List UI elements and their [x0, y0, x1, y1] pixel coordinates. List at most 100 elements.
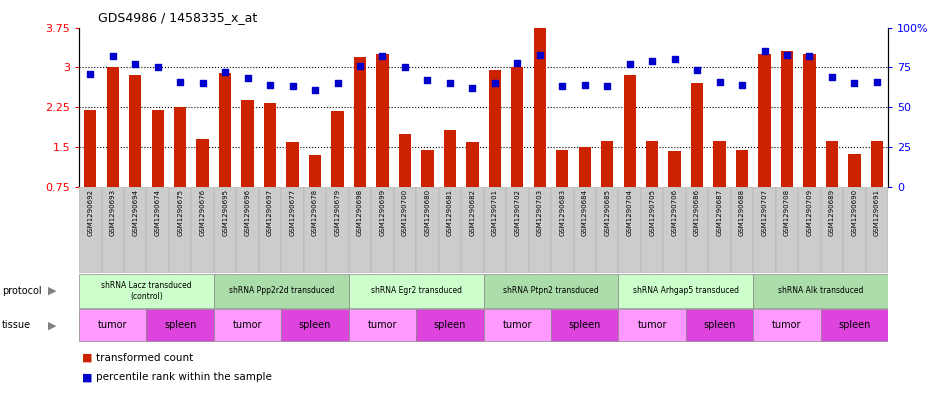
Bar: [281, 187, 304, 273]
Point: [465, 85, 480, 91]
Bar: [79, 187, 101, 273]
Bar: [866, 187, 888, 273]
Bar: [236, 187, 259, 273]
Point: [352, 62, 367, 69]
Bar: [147, 309, 214, 341]
Point: [847, 80, 862, 86]
Text: GSM1290695: GSM1290695: [222, 189, 228, 236]
Bar: [147, 187, 169, 273]
Text: GSM1290705: GSM1290705: [649, 189, 655, 236]
Bar: [804, 54, 816, 187]
Text: GSM1290680: GSM1290680: [424, 189, 431, 237]
Text: shRNA Ppp2r2d transduced: shRNA Ppp2r2d transduced: [229, 286, 334, 295]
Bar: [439, 187, 461, 273]
Bar: [169, 187, 192, 273]
Text: GSM1290688: GSM1290688: [739, 189, 745, 237]
Point: [218, 69, 232, 75]
Text: spleen: spleen: [703, 320, 736, 330]
Text: GSM1290687: GSM1290687: [717, 189, 723, 237]
Point: [622, 61, 637, 67]
Point: [532, 51, 547, 58]
Bar: [669, 151, 681, 187]
Bar: [309, 155, 321, 187]
Text: spleen: spleen: [838, 320, 870, 330]
Point: [802, 53, 817, 59]
Bar: [349, 309, 417, 341]
Point: [779, 51, 794, 58]
Bar: [753, 274, 888, 308]
Bar: [601, 141, 614, 187]
Text: tumor: tumor: [637, 320, 667, 330]
Point: [262, 82, 277, 88]
Point: [443, 80, 458, 86]
Bar: [371, 187, 393, 273]
Bar: [264, 103, 276, 187]
Point: [578, 82, 592, 88]
Text: ■: ■: [82, 353, 92, 363]
Text: GSM1290694: GSM1290694: [132, 189, 139, 236]
Bar: [528, 187, 551, 273]
Bar: [506, 187, 528, 273]
Bar: [484, 187, 506, 273]
Bar: [534, 28, 546, 187]
Text: protocol: protocol: [2, 286, 42, 296]
Text: shRNA Alk transduced: shRNA Alk transduced: [778, 286, 863, 295]
Bar: [709, 187, 731, 273]
Text: GSM1290708: GSM1290708: [784, 189, 790, 237]
Text: spleen: spleen: [433, 320, 466, 330]
Point: [286, 83, 300, 90]
Bar: [192, 187, 214, 273]
Text: GSM1290689: GSM1290689: [829, 189, 835, 237]
Point: [825, 74, 840, 80]
Bar: [421, 149, 433, 187]
Text: shRNA Egr2 transduced: shRNA Egr2 transduced: [371, 286, 461, 295]
Bar: [484, 274, 618, 308]
Text: GSM1290684: GSM1290684: [582, 189, 588, 236]
Text: GSM1290682: GSM1290682: [470, 189, 475, 236]
Text: GSM1290696: GSM1290696: [245, 189, 250, 237]
Text: GSM1290685: GSM1290685: [604, 189, 610, 236]
Text: shRNA Ptpn2 transduced: shRNA Ptpn2 transduced: [503, 286, 599, 295]
Bar: [618, 309, 685, 341]
Point: [127, 61, 142, 67]
Point: [712, 79, 727, 85]
Text: GSM1290703: GSM1290703: [537, 189, 543, 237]
Point: [151, 64, 166, 70]
Bar: [417, 187, 439, 273]
Text: GSM1290675: GSM1290675: [178, 189, 183, 236]
Text: GSM1290702: GSM1290702: [514, 189, 520, 236]
Point: [308, 86, 323, 93]
Bar: [646, 141, 658, 187]
Bar: [820, 187, 844, 273]
Bar: [663, 187, 685, 273]
Text: GSM1290679: GSM1290679: [335, 189, 340, 237]
Text: GSM1290677: GSM1290677: [289, 189, 296, 237]
Text: GSM1290706: GSM1290706: [671, 189, 678, 237]
Bar: [736, 149, 749, 187]
Bar: [129, 75, 141, 187]
Bar: [79, 274, 214, 308]
Bar: [214, 274, 349, 308]
Text: spleen: spleen: [299, 320, 331, 330]
Bar: [461, 187, 484, 273]
Point: [83, 70, 98, 77]
Bar: [393, 187, 417, 273]
Bar: [107, 67, 119, 187]
Bar: [304, 187, 326, 273]
Bar: [152, 110, 164, 187]
Point: [330, 80, 345, 86]
Text: ▶: ▶: [48, 320, 57, 330]
Text: GSM1290678: GSM1290678: [312, 189, 318, 237]
Bar: [820, 309, 888, 341]
Bar: [826, 141, 838, 187]
Bar: [781, 51, 793, 187]
Bar: [758, 54, 771, 187]
Text: transformed count: transformed count: [96, 353, 193, 363]
Text: GSM1290683: GSM1290683: [559, 189, 565, 237]
Text: shRNA Lacz transduced
(control): shRNA Lacz transduced (control): [101, 281, 192, 301]
Bar: [574, 187, 596, 273]
Bar: [331, 111, 344, 187]
Text: GSM1290698: GSM1290698: [357, 189, 363, 237]
Text: ■: ■: [82, 372, 92, 382]
Bar: [488, 70, 501, 187]
